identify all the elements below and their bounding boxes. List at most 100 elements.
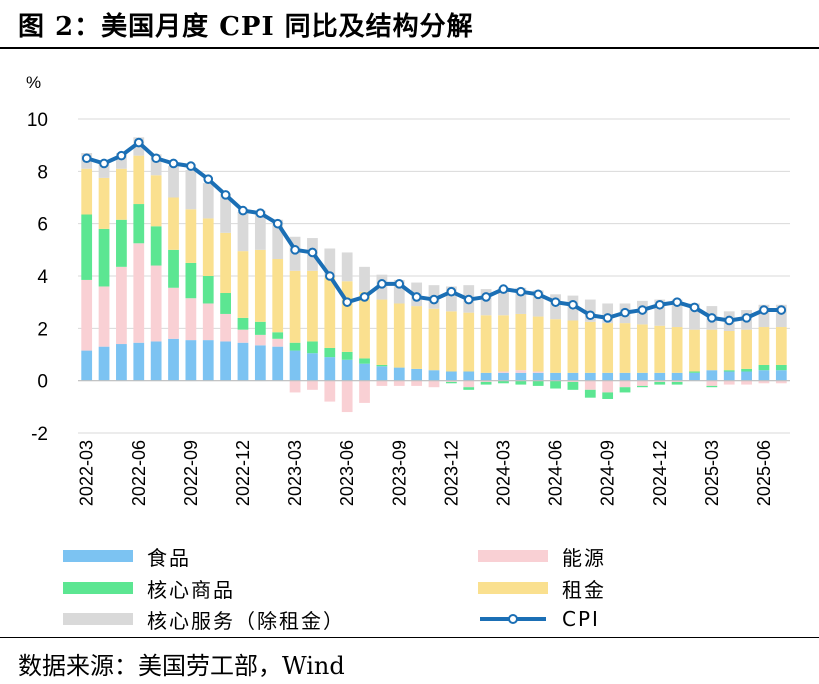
bar-food (532, 372, 544, 381)
x-tick-label: 2023-03 (285, 440, 305, 506)
bar-food (254, 345, 266, 381)
bar-core-goods (775, 364, 787, 371)
cpi-point (133, 137, 144, 148)
bar-food (463, 371, 475, 381)
bar-food (307, 353, 318, 381)
bar-core-services (341, 252, 353, 282)
bar-rent (150, 175, 162, 227)
bar-food (359, 363, 370, 381)
bar-core-goods (723, 370, 735, 372)
bar-core-goods (254, 321, 266, 335)
bar-core-goods (689, 371, 700, 373)
bar-rent (567, 320, 579, 373)
bar-energy (359, 380, 370, 403)
bar-energy (741, 380, 752, 385)
bar-food (272, 346, 284, 381)
x-tick-label: 2023-09 (389, 440, 409, 506)
bar-core-goods (567, 381, 579, 390)
bar-core-goods (98, 228, 110, 287)
legend-item-core-goods: 核心商品 (63, 575, 235, 602)
bar-food (619, 372, 631, 381)
bar-core-services (185, 170, 197, 210)
y-tick-label: -2 (31, 424, 48, 445)
bar-food (81, 350, 93, 381)
bar-rent (376, 299, 388, 365)
bar-rent (220, 232, 231, 294)
bar-food (758, 370, 770, 381)
y-tick-label: 0 (37, 372, 48, 393)
bar-rent (723, 330, 735, 371)
bar-core-goods (654, 381, 666, 385)
y-tick-label: 2 (37, 319, 48, 340)
cpi-point (463, 294, 474, 305)
bar-core-goods (515, 380, 527, 385)
legend-label-core-services: 核心服务（除租金） (147, 608, 345, 633)
cpi-point (759, 305, 769, 315)
bar-core-goods (584, 389, 596, 398)
cpi-point (411, 292, 422, 302)
bar-energy (272, 338, 284, 347)
legend-swatch-food (63, 550, 133, 562)
legend-label-cpi: CPI (562, 607, 600, 631)
bar-rent (706, 329, 718, 371)
bar-food (689, 372, 700, 381)
bar-core-services (98, 163, 110, 178)
cpi-point (272, 218, 283, 229)
bar-food (220, 341, 231, 381)
bar-core-services (515, 287, 527, 314)
bar-core-goods (637, 385, 648, 388)
legend-label-core-goods: 核心商品 (147, 577, 235, 602)
bar-core-goods (272, 332, 284, 339)
bar-rent (116, 168, 127, 220)
bar-food (133, 342, 145, 381)
x-tick-label: 2024-03 (493, 440, 513, 506)
bar-rent (689, 329, 700, 372)
cpi-point (654, 299, 665, 310)
bar-food (498, 372, 509, 381)
bar-core-goods (758, 364, 770, 371)
bar-food (775, 370, 787, 381)
bar-food (550, 372, 561, 381)
bar-core-services (272, 219, 284, 259)
bar-energy (168, 287, 179, 339)
bar-energy (480, 380, 492, 382)
bar-food (602, 372, 614, 381)
bar-energy (237, 329, 249, 343)
bar-core-services (324, 248, 336, 278)
bar-energy (445, 380, 457, 382)
bar-food (185, 340, 197, 381)
bar-energy (98, 286, 110, 347)
bar-core-goods (706, 385, 718, 388)
legend-swatch-core-services (63, 613, 133, 625)
bar-rent (237, 251, 249, 318)
cpi-point (116, 150, 127, 161)
bar-core-goods (498, 380, 509, 384)
bar-rent (359, 291, 370, 359)
bar-core-goods (81, 214, 93, 280)
cpi-point (446, 286, 457, 297)
bar-core-goods (341, 351, 353, 360)
legend-label-energy: 能源 (562, 545, 606, 570)
x-tick-label: 2022-09 (181, 440, 201, 506)
bar-energy (307, 380, 318, 390)
bar-energy (637, 380, 648, 386)
bar-rent (741, 329, 752, 369)
bar-energy (584, 380, 596, 390)
bar-core-goods (445, 381, 457, 384)
bar-energy (428, 380, 440, 388)
bar-core-services (758, 304, 770, 328)
bar-core-services (150, 154, 162, 176)
bar-core-goods (133, 204, 145, 244)
bar-energy (393, 380, 405, 386)
bar-core-services (654, 299, 666, 326)
bar-rent (81, 168, 93, 215)
legend-label-food: 食品 (147, 545, 191, 570)
source-rule (0, 637, 819, 638)
cpi-point (637, 305, 648, 315)
bar-energy (411, 380, 423, 386)
bar-rent (254, 249, 266, 322)
bar-energy (463, 380, 475, 388)
bar-food (584, 372, 596, 381)
bar-core-goods (550, 380, 561, 389)
